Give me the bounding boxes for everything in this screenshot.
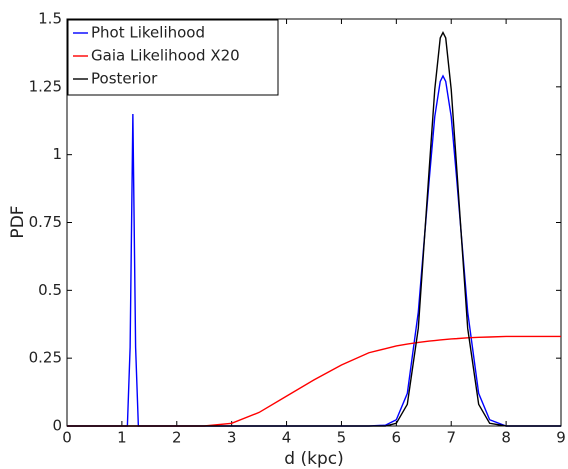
legend-box: [67, 19, 279, 96]
legend-label: Phot Likelihood: [91, 24, 205, 42]
y-tick-label: 1: [52, 145, 62, 163]
y-tick-label: 0.5: [38, 281, 62, 299]
series-line: [67, 31, 561, 427]
x-tick-label: 3: [227, 429, 237, 447]
x-tick-label: 9: [556, 429, 566, 447]
legend-label: Posterior: [91, 70, 158, 88]
x-tick-label: 5: [337, 429, 347, 447]
x-tick-label: 7: [446, 429, 456, 447]
x-tick-label: 0: [62, 429, 72, 447]
x-tick-label: 1: [117, 429, 127, 447]
y-tick-label: 0.25: [29, 349, 62, 367]
x-tick-label: 6: [392, 429, 402, 447]
x-axis-label: d (kpc): [284, 449, 343, 469]
y-tick-label: 1.25: [29, 77, 62, 95]
series-line: [67, 74, 561, 427]
x-tick-label: 4: [282, 429, 292, 447]
y-tick-label: 1.5: [38, 10, 62, 28]
x-tick-label: 8: [501, 429, 511, 447]
y-tick-label: 0: [52, 417, 62, 435]
legend-label: Gaia Likelihood X20: [91, 47, 240, 65]
y-axis-label: PDF: [8, 205, 28, 238]
x-tick-label: 2: [172, 429, 182, 447]
y-tick-label: 0.75: [29, 213, 62, 231]
